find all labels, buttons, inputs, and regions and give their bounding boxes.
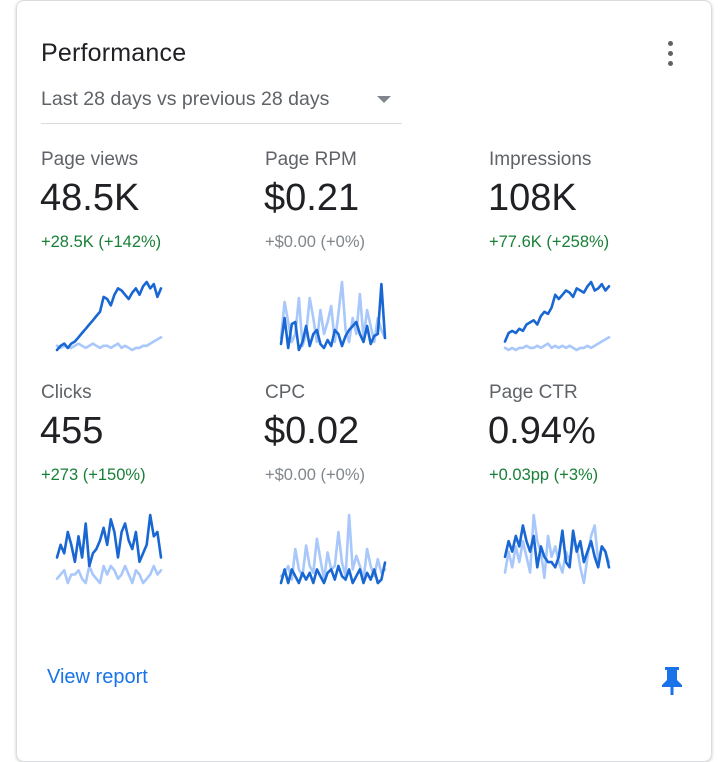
sparkline-previous-series xyxy=(55,335,163,352)
metric-label: Page RPM xyxy=(265,149,357,170)
sparkline-previous-series xyxy=(503,335,611,352)
more-vert-icon-dot xyxy=(668,61,673,66)
sparkline-current-series xyxy=(503,524,611,569)
sparkline-previous-series xyxy=(279,280,387,348)
sparkline-chart xyxy=(503,280,611,352)
metric-value: $0.21 xyxy=(264,177,360,219)
metric-cpc[interactable]: CPC $0.02 +$0.00 (+0%) xyxy=(264,382,465,612)
performance-card: Performance Last 28 days vs previous 28 … xyxy=(16,0,712,762)
sparkline-current-series xyxy=(279,561,387,585)
more-vert-icon-dot xyxy=(668,51,673,56)
metric-label: Impressions xyxy=(489,149,592,170)
sparkline-previous-series xyxy=(279,513,387,581)
caret-down-icon xyxy=(377,96,391,103)
metric-value: 108K xyxy=(488,177,577,219)
sparkline-current-series xyxy=(503,280,611,343)
sparkline-current-series xyxy=(55,280,163,352)
metric-change: +28.5K (+142%) xyxy=(41,233,162,251)
metric-page-ctr[interactable]: Page CTR 0.94% +0.03pp (+3%) xyxy=(488,382,689,612)
metric-value: $0.02 xyxy=(264,410,360,452)
sparkline-chart xyxy=(279,280,387,352)
metric-label: CPC xyxy=(265,382,306,403)
more-menu-button[interactable] xyxy=(661,41,681,73)
metric-page-views[interactable]: Page views 48.5K +28.5K (+142%) xyxy=(40,149,241,379)
card-title: Performance xyxy=(41,39,187,67)
sparkline-previous-series xyxy=(55,564,163,585)
metric-label: Page CTR xyxy=(489,382,578,403)
metric-page-rpm[interactable]: Page RPM $0.21 +$0.00 (+0%) xyxy=(264,149,465,379)
sparkline-chart xyxy=(279,513,387,585)
pin-icon[interactable] xyxy=(659,666,685,696)
sparkline-chart xyxy=(55,513,163,585)
metric-change: +273 (+150%) xyxy=(41,466,146,484)
metric-value: 0.94% xyxy=(488,410,596,452)
view-report-link[interactable]: View report xyxy=(47,666,148,688)
metric-change: +$0.00 (+0%) xyxy=(265,466,365,484)
metric-change: +$0.00 (+0%) xyxy=(265,233,365,251)
period-dropdown[interactable]: Last 28 days vs previous 28 days xyxy=(41,85,402,124)
sparkline-current-series xyxy=(55,513,163,568)
metric-change: +77.6K (+258%) xyxy=(489,233,610,251)
sparkline-chart xyxy=(55,280,163,352)
metric-label: Clicks xyxy=(41,382,92,403)
sparkline-previous-series xyxy=(503,513,611,585)
sparkline-chart xyxy=(503,513,611,585)
metric-change: +0.03pp (+3%) xyxy=(489,466,599,484)
metric-clicks[interactable]: Clicks 455 +273 (+150%) xyxy=(40,382,241,612)
period-label: Last 28 days vs previous 28 days xyxy=(41,88,330,110)
metric-impressions[interactable]: Impressions 108K +77.6K (+258%) xyxy=(488,149,689,379)
sparkline-current-series xyxy=(279,282,387,352)
metric-value: 455 xyxy=(40,410,104,452)
more-vert-icon xyxy=(668,41,673,46)
metric-label: Page views xyxy=(41,149,139,170)
metric-value: 48.5K xyxy=(40,177,140,219)
